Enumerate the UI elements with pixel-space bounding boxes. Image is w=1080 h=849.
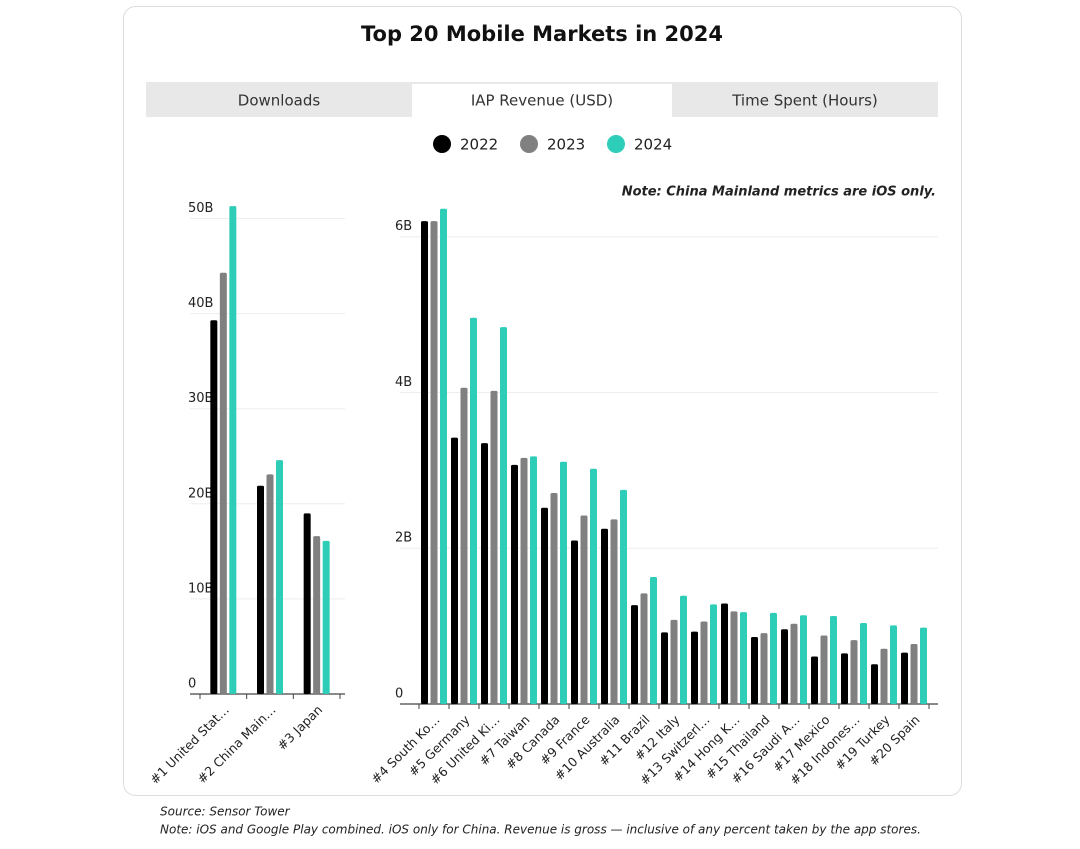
bar — [670, 619, 678, 704]
y-tick-label: 30B — [188, 391, 213, 406]
bar — [620, 489, 627, 704]
tab[interactable]: Time Spent (Hours) — [731, 92, 878, 110]
bar — [440, 208, 447, 704]
bar — [901, 652, 908, 704]
title: Top 20 Mobile Markets in 2024 — [361, 22, 723, 46]
bar — [700, 621, 708, 704]
y-tick-label: 6B — [395, 219, 412, 234]
bar — [781, 629, 788, 704]
bar — [229, 206, 237, 695]
y-tick-label: 40B — [188, 296, 213, 311]
bar — [691, 631, 698, 704]
bar — [470, 317, 477, 704]
bar — [421, 221, 428, 704]
bar — [820, 635, 828, 704]
bar — [500, 327, 507, 704]
bar — [571, 540, 578, 704]
bar — [740, 612, 747, 704]
bar — [770, 612, 777, 704]
bar — [860, 623, 867, 704]
bar — [890, 625, 897, 704]
tab[interactable]: Downloads — [238, 92, 321, 110]
card — [123, 6, 962, 796]
source: Source: Sensor Tower — [160, 805, 291, 819]
bar — [721, 603, 728, 704]
y-tick-label: 0 — [188, 677, 196, 692]
legend-swatch — [520, 135, 538, 153]
bar — [850, 640, 858, 704]
bar — [313, 536, 321, 694]
bar — [490, 390, 498, 704]
bar — [210, 320, 218, 694]
bar — [871, 664, 878, 704]
y-tick-label: 10B — [188, 581, 213, 596]
bar — [219, 272, 227, 694]
bar — [800, 615, 807, 704]
bar — [730, 611, 738, 704]
y-tick-label: 50B — [188, 201, 213, 216]
bar — [520, 457, 528, 704]
bar — [661, 632, 668, 704]
bar — [430, 221, 438, 704]
bar — [920, 627, 927, 704]
bar — [751, 637, 758, 704]
bar — [541, 507, 548, 704]
bar — [560, 461, 567, 704]
legend-label: 2023 — [547, 136, 585, 154]
bar — [550, 492, 558, 704]
y-tick-label: 20B — [188, 486, 213, 501]
y-tick-label: 0 — [395, 687, 403, 702]
bar — [790, 623, 798, 704]
bar — [481, 443, 488, 704]
tab[interactable]: IAP Revenue (USD) — [471, 92, 613, 110]
legend-label: 2022 — [460, 136, 498, 154]
legend-swatch — [433, 135, 451, 153]
note: Note: China Mainland metrics are iOS onl… — [622, 185, 936, 200]
bar — [601, 528, 608, 704]
footnote: Note: iOS and Google Play combined. iOS … — [160, 823, 921, 837]
bar — [631, 605, 638, 704]
bar — [257, 485, 264, 694]
bar — [511, 464, 518, 704]
y-tick-label: 4B — [395, 375, 412, 390]
bar — [680, 595, 687, 704]
bar — [322, 540, 330, 694]
bar — [710, 604, 717, 704]
bar — [276, 460, 283, 694]
bar — [910, 644, 918, 704]
bar — [841, 653, 848, 704]
y-tick-label: 2B — [395, 531, 412, 546]
bar — [590, 468, 597, 704]
bar — [610, 519, 618, 704]
active-tab — [412, 84, 672, 117]
bar — [460, 387, 468, 704]
bar — [451, 437, 458, 704]
legend-label: 2024 — [634, 136, 672, 154]
bar — [760, 633, 768, 704]
bar — [530, 456, 537, 704]
bar — [650, 577, 657, 704]
bar — [830, 615, 837, 704]
bar — [880, 648, 888, 704]
bar — [640, 593, 648, 704]
bar — [266, 474, 274, 694]
bar — [303, 513, 311, 694]
legend-swatch — [607, 135, 625, 153]
bar — [811, 656, 818, 704]
bar — [580, 515, 588, 704]
